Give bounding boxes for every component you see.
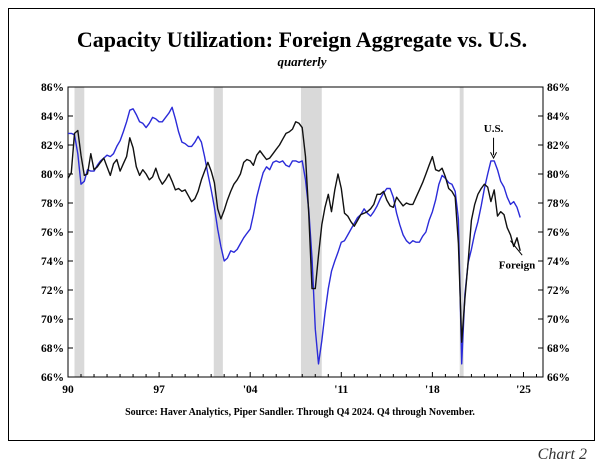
x-tick-label: 90 (62, 384, 74, 396)
axes-group: 66% 66% 68% 68% 70% 70% 72% 72% 74% 74% 76% 76% 78% 7… (41, 82, 570, 396)
y-tick-label-left: 80% (41, 169, 64, 181)
y-tick-label-right: 84% (547, 111, 570, 123)
x-tick-label: 97 (153, 384, 165, 396)
x-tick-label: '18 (425, 384, 440, 396)
recession-band (300, 87, 322, 377)
y-tick-label-left: 76% (41, 227, 64, 239)
source-note: Source: Haver Analytics, Piper Sandler. … (125, 407, 475, 418)
annotation-us-label: U.S. (484, 123, 504, 135)
y-tick-label-left: 68% (41, 343, 64, 355)
recession-shading-group (74, 87, 464, 377)
series-line-foreign (67, 121, 521, 343)
chart-title: Capacity Utilization: Foreign Aggregate … (77, 27, 527, 52)
y-tick-label-right: 72% (547, 285, 570, 297)
series-line-u-s (68, 106, 521, 365)
y-tick-label-right: 76% (547, 227, 570, 239)
recession-band (74, 87, 85, 377)
x-tick-label: '04 (243, 384, 258, 396)
y-tick-label-right: 78% (547, 198, 570, 210)
y-tick-label-right: 74% (547, 256, 570, 268)
y-tick-label-left: 66% (41, 372, 64, 384)
y-tick-label-right: 70% (547, 314, 570, 326)
annotation-foreign-arrow (510, 240, 523, 256)
y-tick-label-left: 86% (41, 82, 64, 94)
chart-number-label: Chart 2 (537, 446, 587, 463)
y-tick-label-left: 78% (41, 198, 64, 210)
annotations-group: U.S. Foreign (484, 123, 535, 271)
y-tick-label-left: 84% (41, 111, 64, 123)
recession-band (459, 87, 464, 377)
y-tick-label-right: 68% (547, 343, 570, 355)
y-tick-label-left: 82% (41, 140, 64, 152)
series-group (67, 106, 521, 365)
x-tick-label: '11 (334, 384, 348, 396)
y-tick-label-left: 72% (41, 285, 64, 297)
y-tick-label-right: 80% (547, 169, 570, 181)
chart-subtitle: quarterly (277, 54, 326, 69)
y-tick-label-right: 66% (547, 372, 570, 384)
y-tick-label-left: 70% (41, 314, 64, 326)
annotation-foreign-label: Foreign (499, 259, 535, 271)
x-tick-label: '25 (516, 384, 531, 396)
y-tick-label-right: 82% (547, 140, 570, 152)
annotation-us-arrowhead (490, 152, 497, 160)
y-tick-label-right: 86% (547, 82, 570, 94)
y-tick-label-left: 74% (41, 256, 64, 268)
